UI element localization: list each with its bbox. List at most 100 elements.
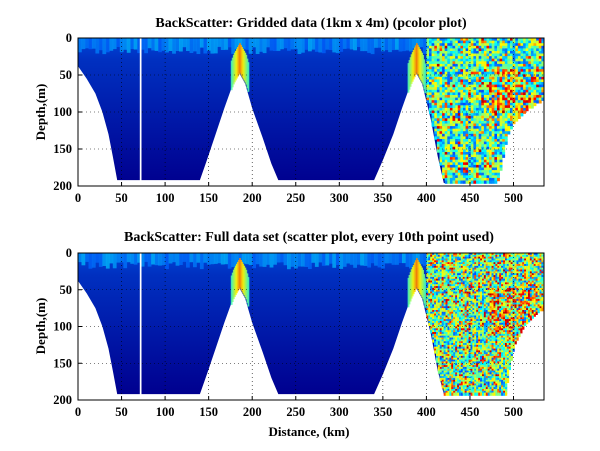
heatmap-cell	[523, 110, 526, 114]
heatmap-cell	[434, 118, 438, 122]
scatter-point	[474, 308, 477, 312]
scatter-point	[487, 253, 490, 257]
scatter-point	[464, 302, 467, 306]
scatter-point	[483, 374, 487, 378]
heatmap-cell	[530, 84, 534, 88]
heatmap-cell	[478, 152, 482, 156]
scatter-point	[497, 282, 500, 286]
heatmap-cell	[447, 177, 451, 182]
scatter-point	[487, 298, 490, 303]
heatmap-cell	[481, 105, 485, 109]
heatmap-cell	[426, 100, 430, 104]
surface-cell	[206, 38, 211, 51]
scatter-point	[495, 383, 498, 387]
scatter-point	[455, 352, 458, 356]
scatter-point	[478, 304, 481, 308]
scatter-point	[476, 332, 479, 336]
heatmap-cell	[530, 43, 534, 47]
surface-cell	[105, 38, 110, 53]
heatmap-cell	[523, 107, 526, 112]
scatter-point	[491, 313, 494, 317]
heatmap-cell	[457, 100, 461, 104]
heatmap-cell	[457, 51, 461, 55]
scatter-point	[485, 352, 488, 356]
scatter-point	[478, 383, 481, 387]
heatmap-cell	[525, 66, 529, 70]
scatter-point	[485, 359, 488, 363]
heatmap-cell	[502, 149, 506, 153]
scatter-point	[487, 291, 490, 295]
scatter-point	[493, 392, 496, 396]
heatmap-cell	[497, 43, 500, 47]
scatter-point	[453, 359, 456, 363]
scatter-point	[447, 352, 450, 356]
scatter-point	[470, 260, 473, 264]
heatmap-cell	[481, 154, 485, 158]
scatter-point	[437, 339, 441, 343]
scatter-point	[436, 276, 439, 281]
scatter-point	[451, 282, 454, 286]
scatter-point	[434, 267, 437, 271]
heatmap-cell	[481, 45, 485, 50]
scatter-point	[434, 254, 437, 258]
heatmap-cell	[460, 82, 464, 86]
heatmap-cell	[468, 136, 472, 140]
scatter-point	[489, 376, 492, 380]
scatter-point	[499, 390, 502, 394]
scatter-point	[501, 267, 504, 271]
surface-cell	[342, 38, 347, 49]
heatmap-cell	[442, 133, 445, 138]
heatmap-cell	[470, 95, 474, 99]
scatter-point	[464, 355, 467, 360]
scatter-point	[495, 372, 498, 376]
scatter-point	[474, 256, 477, 260]
scatter-point	[483, 348, 487, 352]
heatmap-cell	[434, 87, 438, 91]
scatter-point	[453, 355, 456, 360]
scatter-point	[434, 330, 437, 334]
heatmap-cell	[528, 63, 532, 68]
scatter-point	[476, 298, 479, 303]
scatter-point	[476, 254, 479, 258]
scatter-point	[459, 264, 462, 268]
scatter-point	[449, 302, 452, 306]
scatter-point	[436, 304, 439, 308]
scatter-point	[485, 337, 488, 341]
heatmap-cell	[470, 84, 474, 88]
heatmap-cell	[465, 175, 469, 179]
heatmap-cell	[507, 79, 511, 83]
heatmap-cell	[489, 175, 492, 179]
heatmap-cell	[478, 180, 482, 184]
heatmap-cell	[486, 45, 490, 50]
scatter-point	[482, 354, 485, 358]
heatmap-cell	[436, 113, 440, 117]
scatter-point	[460, 317, 464, 321]
scatter-point	[470, 298, 473, 303]
scatter-point	[449, 389, 452, 393]
heatmap-cell	[460, 175, 464, 179]
heatmap-cell	[502, 115, 506, 119]
surface-cell	[85, 38, 89, 49]
scatter-point	[437, 264, 441, 268]
scatter-point	[480, 355, 483, 360]
scatter-point	[459, 282, 462, 286]
scatter-point	[443, 352, 446, 356]
surface-cell	[154, 38, 159, 51]
heatmap-cell	[481, 162, 485, 166]
heatmap-cell	[426, 56, 430, 60]
heatmap-cell	[434, 133, 438, 138]
scatter-point	[426, 278, 429, 282]
heatmap-cell	[497, 53, 500, 57]
scatter-point	[468, 365, 471, 369]
chart-title: BackScatter: Gridded data (1km x 4m) (pc…	[155, 16, 467, 31]
scatter-point	[464, 354, 467, 358]
scatter-point	[455, 253, 458, 257]
heatmap-cell	[491, 74, 495, 78]
scatter-point	[462, 348, 465, 352]
heatmap-cell	[478, 58, 482, 62]
scatter-point	[491, 339, 494, 343]
heatmap-cell	[429, 61, 432, 65]
scatter-point	[439, 262, 442, 266]
heatmap-cell	[434, 79, 438, 83]
heatmap-cell	[431, 71, 435, 75]
